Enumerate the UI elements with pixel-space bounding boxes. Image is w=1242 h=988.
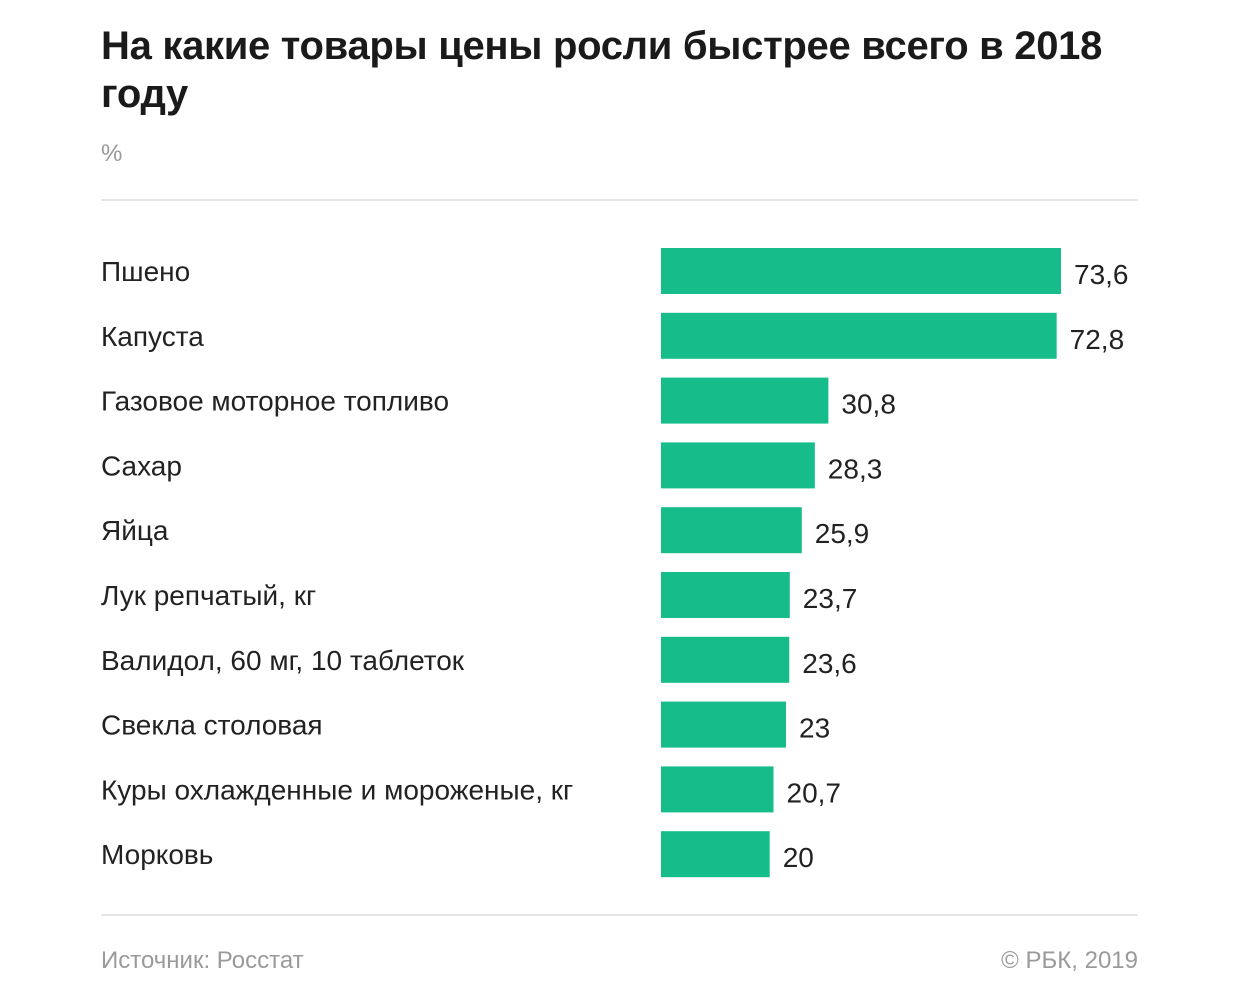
bar [661, 636, 790, 683]
category-label: Морковь [101, 839, 213, 870]
category-label: Капуста [101, 321, 204, 352]
value-label: 20 [783, 842, 814, 873]
bar [661, 701, 786, 748]
category-label: Валидол, 60 мг, 10 таблеток [101, 645, 465, 676]
value-label: 73,6 [1074, 259, 1129, 290]
value-label: 23,6 [802, 648, 857, 679]
bar [661, 248, 1061, 294]
bar [661, 831, 770, 878]
value-label: 28,3 [828, 453, 883, 484]
unit-label: % [101, 140, 123, 167]
bottom-divider [101, 914, 1138, 916]
category-label: Куры охлажденные и мороженые, кг [101, 774, 573, 805]
value-label: 25,9 [815, 518, 870, 549]
category-label: Лук репчатый, кг [101, 580, 316, 611]
category-label: Сахар [101, 450, 182, 481]
top-divider [101, 199, 1138, 201]
bar [661, 377, 829, 424]
category-label: Газовое моторное топливо [101, 386, 449, 417]
value-label: 20,7 [787, 777, 842, 808]
value-label: 72,8 [1070, 324, 1125, 355]
bar [661, 507, 802, 554]
category-label: Свекла столовая [101, 710, 323, 741]
bar [661, 766, 774, 813]
value-label: 30,8 [841, 389, 896, 420]
bar [661, 572, 790, 618]
value-label: 23 [799, 713, 830, 744]
category-label: Яйца [101, 515, 169, 546]
source-note: Источник: Росстат [101, 947, 304, 974]
category-label: Пшено [101, 256, 190, 287]
value-label: 23,7 [803, 583, 858, 614]
bar [661, 312, 1057, 359]
chart-title: На какие товары цены росли быстрее всего… [101, 24, 1103, 116]
bar [661, 442, 815, 489]
copyright-note: © РБК, 2019 [1001, 947, 1138, 974]
